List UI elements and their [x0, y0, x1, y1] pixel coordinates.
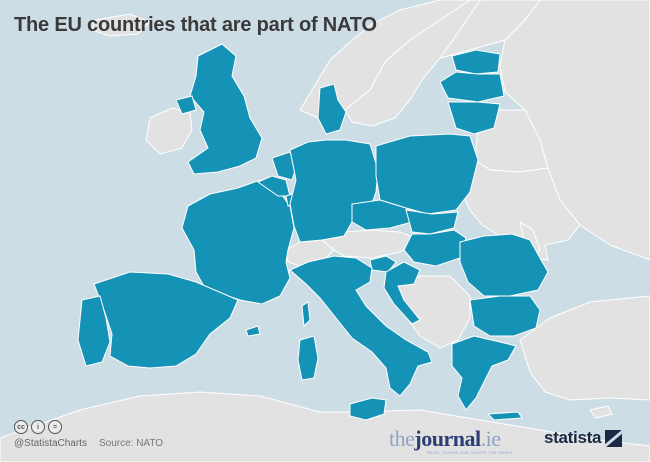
country-sicily — [349, 397, 387, 421]
country-northern-ireland — [175, 95, 197, 115]
country-slovakia — [405, 209, 459, 235]
country-western-balkans — [394, 275, 471, 349]
source-label: Source: NATO — [98, 438, 164, 449]
statista-logo[interactable]: statista — [544, 428, 623, 448]
thejournal-tagline: READ, SHARE AND SHAPE THE NEWS — [427, 450, 513, 455]
statista-mark-icon — [605, 429, 623, 447]
chart-title: The EU countries that are part of NATO — [14, 14, 377, 36]
country-netherlands — [271, 151, 297, 181]
country-crete — [486, 411, 523, 421]
country-belgium — [256, 175, 291, 197]
country-spain — [93, 271, 239, 369]
country-balearics — [245, 325, 261, 337]
no-derivatives-icon[interactable]: = — [48, 420, 62, 434]
country-lithuania — [447, 101, 501, 135]
statista-handle[interactable]: @StatistaCharts — [14, 438, 87, 449]
country-ukraine — [459, 159, 581, 261]
credits-line: @StatistaCharts Source: NATO — [14, 438, 163, 449]
country-turkey — [519, 295, 650, 401]
country-denmark — [317, 83, 347, 135]
country-czech-republic — [351, 199, 413, 231]
country-italy — [289, 255, 433, 397]
license-icons: cc i = — [14, 420, 163, 434]
country-portugal — [77, 295, 111, 367]
attribution-icon[interactable]: i — [31, 420, 45, 434]
footer-credits: cc i = @StatistaCharts Source: NATO — [14, 420, 163, 449]
country-romania — [459, 233, 549, 297]
cc-icon[interactable]: cc — [14, 420, 28, 434]
country-greece — [451, 335, 517, 411]
thejournal-logo[interactable]: thejournal.ie READ, SHARE AND SHAPE THE … — [389, 426, 512, 455]
country-estonia — [451, 49, 501, 75]
country-corsica — [301, 301, 311, 328]
country-north-africa — [0, 391, 650, 462]
country-cyprus — [589, 405, 613, 419]
country-bulgaria — [469, 295, 541, 337]
country-france — [181, 179, 295, 305]
statista-wordmark: statista — [544, 428, 602, 447]
country-ireland — [145, 107, 193, 155]
eu-nato-land — [77, 43, 549, 421]
country-latvia — [439, 71, 505, 103]
thejournal-wordmark: thejournal.ie — [389, 426, 501, 451]
country-iceland — [91, 13, 151, 37]
country-united-kingdom — [187, 43, 263, 175]
country-croatia — [383, 261, 421, 325]
country-sardinia — [297, 335, 319, 381]
country-poland — [375, 133, 479, 215]
